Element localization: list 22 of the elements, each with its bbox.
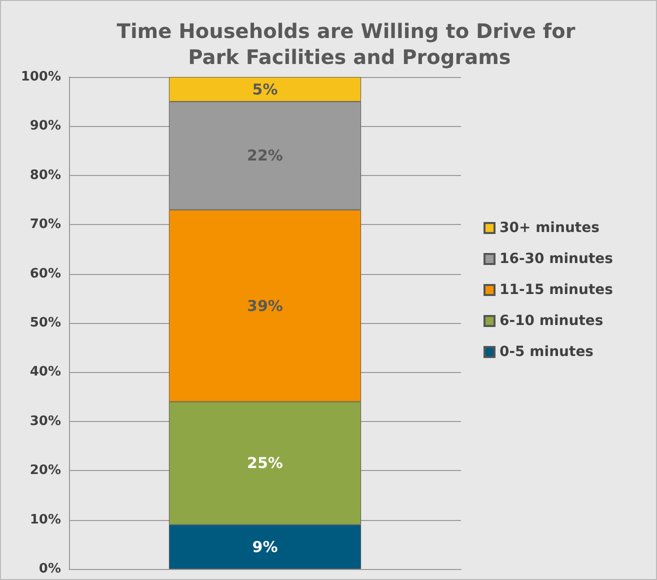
y-tick-label: 100% xyxy=(20,70,61,84)
legend-label: 30+ minutes xyxy=(500,220,600,236)
y-tick-label: 90% xyxy=(30,118,61,134)
data-label: 9% xyxy=(252,538,278,556)
y-tick-label: 10% xyxy=(30,512,61,528)
data-label: 22% xyxy=(247,146,283,165)
y-tick-label: 50% xyxy=(30,316,61,330)
y-tick-label: 30% xyxy=(30,414,61,429)
y-tick-label: 80% xyxy=(30,168,61,183)
legend-label: 16-30 minutes xyxy=(500,251,614,267)
y-tick-label: 0% xyxy=(38,562,61,576)
legend-label: 11-15 minutes xyxy=(500,282,614,298)
legend-label: 0-5 minutes xyxy=(500,344,594,360)
chart-title: Time Households are Willing to Drive for Park Facilities and Programs xyxy=(116,19,576,69)
y-tick-label: 60% xyxy=(30,266,61,282)
data-label: 25% xyxy=(247,454,283,472)
y-tick-label: 70% xyxy=(30,217,61,232)
y-tick-label: 40% xyxy=(30,364,61,380)
data-label: 5% xyxy=(252,80,278,98)
legend-label: 6-10 minutes xyxy=(500,313,604,329)
y-tick-label: 20% xyxy=(30,463,61,478)
data-label: 39% xyxy=(247,296,283,315)
